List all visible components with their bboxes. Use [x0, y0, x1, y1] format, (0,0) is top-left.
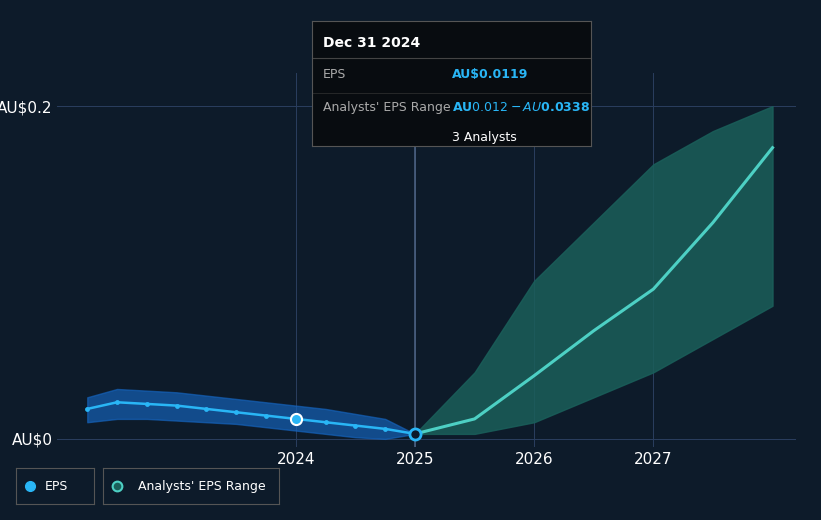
Text: AU$0.0119: AU$0.0119 — [452, 68, 528, 81]
Text: Analysts Forecasts: Analysts Forecasts — [417, 113, 547, 127]
Text: Actual: Actual — [369, 113, 413, 127]
Text: Dec 31 2024: Dec 31 2024 — [323, 36, 420, 50]
Text: EPS: EPS — [323, 68, 346, 81]
Text: 3 Analysts: 3 Analysts — [452, 131, 516, 144]
Text: AU$0.012 - AU$0.0338: AU$0.012 - AU$0.0338 — [452, 101, 589, 114]
Text: Analysts' EPS Range: Analysts' EPS Range — [323, 101, 451, 114]
Text: EPS: EPS — [44, 479, 68, 493]
Text: Analysts' EPS Range: Analysts' EPS Range — [138, 479, 265, 493]
